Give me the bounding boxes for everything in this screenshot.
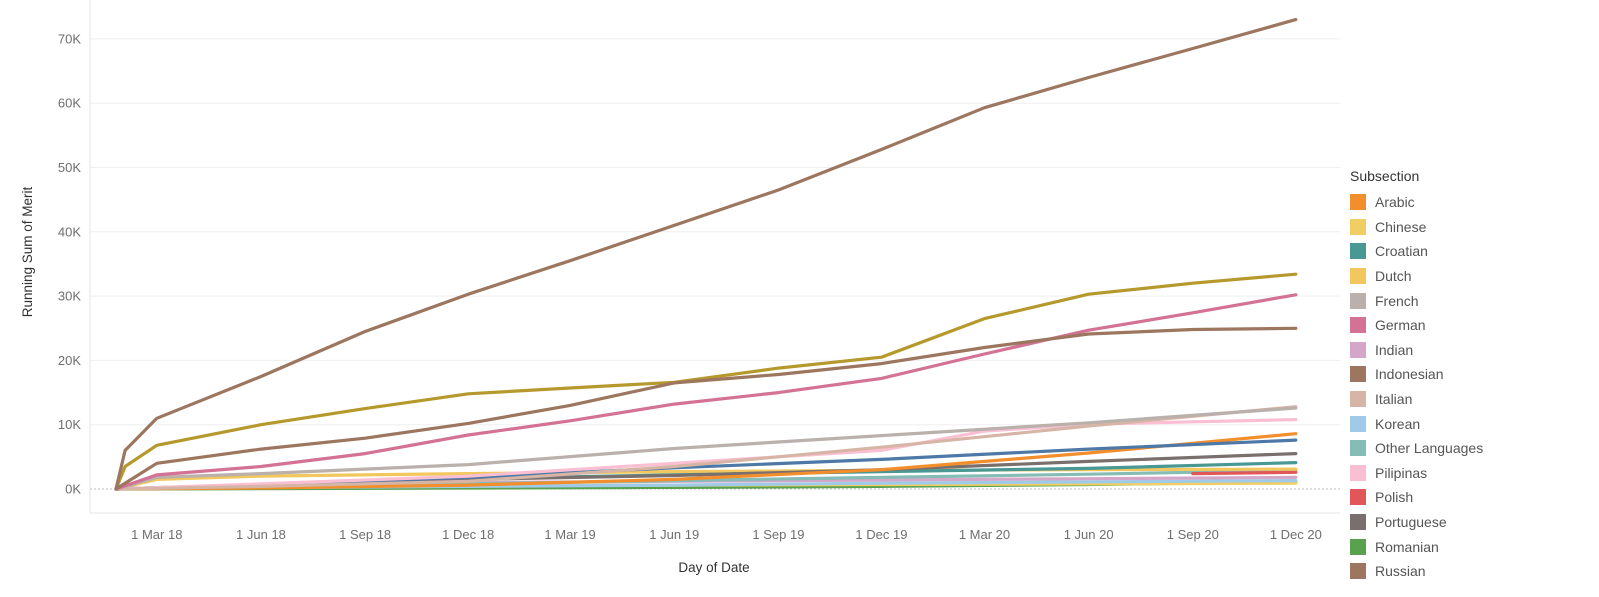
- legend-items: Arabic Chinese Croatian Dutch French German In…: [1350, 190, 1590, 584]
- legend-label: Pilipinas: [1375, 464, 1428, 481]
- x-tick-label: 1 Mar 18: [131, 527, 182, 542]
- legend-swatch: [1350, 218, 1366, 235]
- x-tick-label: 1 Sep 18: [339, 527, 391, 542]
- x-tick-label: 1 Jun 18: [236, 527, 286, 542]
- legend-label: Chinese: [1375, 218, 1427, 235]
- legend-item[interactable]: Polish: [1350, 485, 1590, 510]
- legend-swatch: [1350, 268, 1366, 285]
- legend-label: Indonesian: [1375, 366, 1444, 383]
- x-tick-label: 1 Mar 20: [959, 527, 1010, 542]
- legend-swatch: [1350, 514, 1366, 531]
- series-lines: [114, 18, 1298, 491]
- series-line-russian: [114, 18, 1298, 491]
- legend-swatch: [1350, 440, 1366, 457]
- legend-item[interactable]: French: [1350, 288, 1590, 313]
- legend-label: Croatian: [1375, 243, 1428, 260]
- x-tick-label: 1 Jun 19: [649, 527, 699, 542]
- legend-swatch: [1350, 317, 1366, 334]
- legend-item[interactable]: Portuguese: [1350, 510, 1590, 535]
- legend-item[interactable]: Italian: [1350, 387, 1590, 412]
- x-tick-label: 1 Jun 20: [1064, 527, 1114, 542]
- legend-label: Russian: [1375, 563, 1426, 580]
- legend-swatch: [1350, 415, 1366, 432]
- y-tick-label: 50K: [58, 160, 81, 175]
- y-axis-title: Running Sum of Merit: [20, 186, 35, 317]
- x-tick-label: 1 Sep 20: [1167, 527, 1219, 542]
- x-tick-label: 1 Sep 19: [752, 527, 804, 542]
- y-tick-label: 60K: [58, 96, 81, 111]
- legend-label: Romanian: [1375, 538, 1439, 555]
- gridlines: [90, 38, 1340, 426]
- series-line-indonesian: [114, 326, 1298, 491]
- legend-item[interactable]: Chinese: [1350, 215, 1590, 240]
- series-line-italian: [114, 405, 1298, 491]
- legend-label: German: [1375, 317, 1426, 334]
- legend-label: Korean: [1375, 415, 1421, 432]
- legend-swatch: [1350, 341, 1366, 358]
- legend-swatch: [1350, 489, 1366, 506]
- legend-label: Italian: [1375, 391, 1413, 408]
- x-tick-label: 1 Mar 19: [544, 527, 595, 542]
- y-tick-label: 40K: [58, 224, 81, 239]
- legend-label: Arabic: [1375, 194, 1415, 211]
- series-line-german: [114, 293, 1298, 491]
- y-axis-ticks: 0K 10K 20K 30K 40K 50K 60K 70K: [58, 31, 81, 496]
- y-tick-label: 10K: [58, 417, 81, 432]
- x-tick-label: 1 Dec 18: [442, 527, 494, 542]
- legend-label: Portuguese: [1375, 514, 1447, 531]
- legend-swatch: [1350, 194, 1366, 211]
- x-tick-label: 1 Dec 20: [1270, 527, 1322, 542]
- legend-item[interactable]: Croatian: [1350, 239, 1590, 264]
- legend-label: Other Languages: [1375, 440, 1484, 457]
- y-tick-label: 70K: [58, 31, 81, 46]
- y-tick-label: 20K: [58, 353, 81, 368]
- series-line-polish: [1191, 470, 1298, 476]
- legend-label: Dutch: [1375, 268, 1412, 285]
- x-axis-title: Day of Date: [678, 560, 749, 575]
- line-chart: 0K 10K 20K 30K 40K 50K 60K 70K 1 Mar 18 1 Jun 18…: [20, 0, 1340, 575]
- legend-swatch: [1350, 243, 1366, 260]
- legend-label: French: [1375, 292, 1419, 309]
- legend-item[interactable]: Dutch: [1350, 264, 1590, 289]
- legend-item[interactable]: Arabic: [1350, 190, 1590, 215]
- legend-item[interactable]: German: [1350, 313, 1590, 338]
- y-tick-label: 30K: [58, 289, 81, 304]
- legend-item[interactable]: Other Languages: [1350, 436, 1590, 461]
- legend-swatch: [1350, 464, 1366, 481]
- series-line-series-16: [114, 272, 1298, 491]
- legend: Subsection Arabic Chinese Croatian Dutch Fre…: [1350, 168, 1590, 584]
- legend-swatch: [1350, 538, 1366, 555]
- legend-item[interactable]: Pilipinas: [1350, 461, 1590, 486]
- x-tick-label: 1 Dec 19: [855, 527, 907, 542]
- legend-swatch: [1350, 366, 1366, 383]
- legend-label: Indian: [1375, 341, 1414, 358]
- legend-label: Polish: [1375, 489, 1414, 506]
- y-tick-label: 0K: [65, 482, 81, 497]
- series-line-french: [114, 406, 1298, 491]
- legend-item[interactable]: Romanian: [1350, 534, 1590, 559]
- legend-swatch: [1350, 391, 1366, 408]
- legend-item[interactable]: Indian: [1350, 338, 1590, 363]
- legend-item[interactable]: Indonesian: [1350, 362, 1590, 387]
- x-axis-ticks: 1 Mar 18 1 Jun 18 1 Sep 18 1 Dec 18 1 Mar 19…: [131, 527, 1322, 542]
- legend-item[interactable]: Korean: [1350, 411, 1590, 436]
- legend-item[interactable]: Russian: [1350, 559, 1590, 584]
- legend-swatch: [1350, 563, 1366, 580]
- legend-title: Subsection: [1350, 168, 1420, 184]
- legend-swatch: [1350, 292, 1366, 309]
